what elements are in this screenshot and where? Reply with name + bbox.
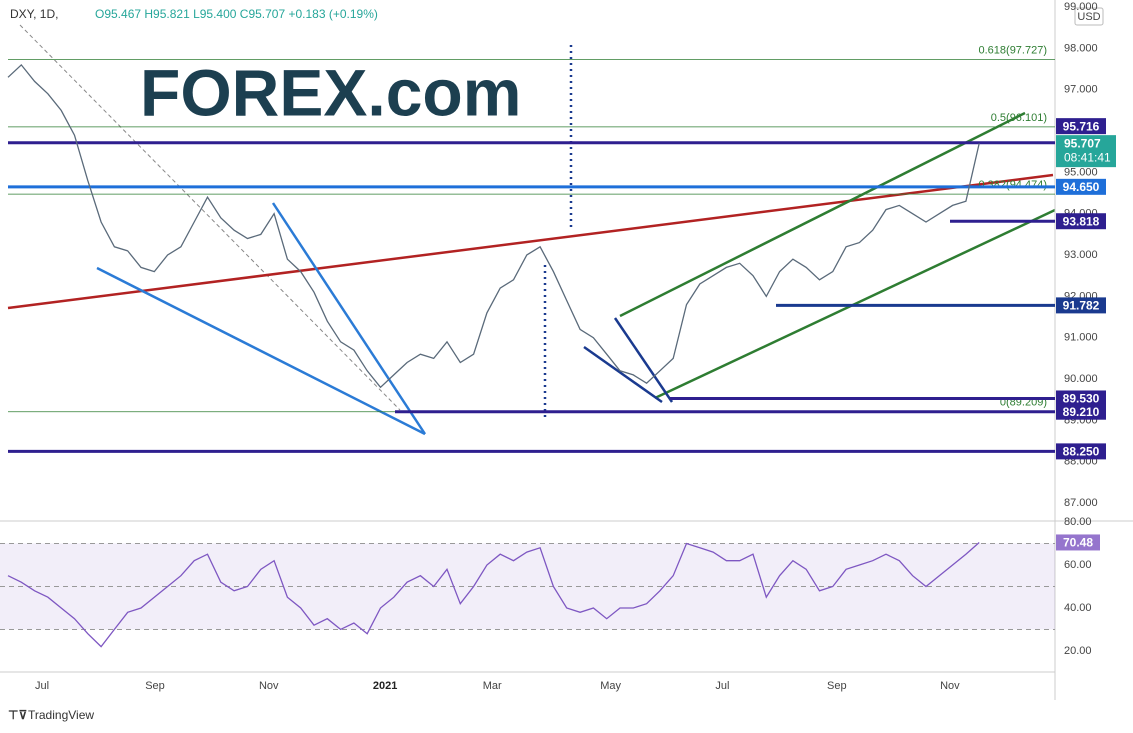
level-label: 95.716: [1063, 119, 1100, 133]
level-box: [1056, 118, 1106, 135]
drawings: [0, 0, 1133, 700]
fib-label: 0.382(94.474): [979, 179, 1048, 191]
y-tick-label: 40.00: [1064, 602, 1092, 614]
x-tick-label: 2021: [373, 680, 397, 692]
level-label: 94.650: [1063, 180, 1100, 194]
level-label: 93.818: [1063, 214, 1100, 228]
wedge-line: [96, 266, 426, 436]
level-box: [1056, 178, 1106, 195]
x-tick-label: Jul: [35, 680, 49, 692]
currency[interactable]: USD: [1077, 11, 1100, 23]
currency-box[interactable]: [1074, 7, 1104, 26]
countdown: 08:41:41: [1064, 150, 1111, 164]
rsi-band: [0, 543, 1055, 630]
wedge-line: [613, 317, 674, 403]
y-tick-label: 87.000: [1064, 497, 1098, 509]
level-box: [1056, 390, 1106, 407]
level-label: 89.530: [1063, 392, 1100, 406]
y-tick-label: 60.00: [1064, 559, 1092, 571]
footer-logo: ⊤⊽: [8, 708, 27, 722]
x-tick-label: Sep: [145, 680, 165, 692]
y-tick-label: 80.00: [1064, 516, 1092, 528]
level-label: 91.782: [1063, 299, 1100, 313]
y-tick-label: 99.000: [1064, 1, 1098, 13]
wedge-line: [271, 202, 427, 435]
rsi-value: 70.48: [1063, 536, 1093, 550]
trend-line: [7, 173, 1054, 310]
x-tick-label: Nov: [259, 680, 279, 692]
level-box: [1056, 403, 1106, 420]
y-tick-label: 95.000: [1064, 166, 1098, 178]
trend-line: [19, 24, 401, 411]
y-tick-label: 98.000: [1064, 42, 1098, 54]
level-box: [1056, 443, 1106, 460]
x-tick-label: Jul: [715, 680, 729, 692]
level-box: [1056, 213, 1106, 230]
rsi-value-box: [1056, 534, 1100, 551]
level-label: 89.210: [1063, 405, 1100, 419]
x-tick-label: May: [600, 680, 621, 692]
last-price-box: [1056, 135, 1116, 168]
y-tick-label: 97.000: [1064, 84, 1098, 96]
y-tick-label: 91.000: [1064, 332, 1098, 344]
fib-label: 0.618(97.727): [979, 45, 1048, 57]
series-line: [7, 542, 980, 648]
level-label: 88.250: [1063, 445, 1100, 459]
symbol-title: DXY, 1D,: [10, 7, 58, 21]
watermark: FOREX.com: [140, 55, 521, 129]
series-line: [7, 63, 980, 389]
fib-label: 0.5(96.101): [991, 112, 1047, 124]
y-tick-label: 90.000: [1064, 373, 1098, 385]
wedge-line: [583, 345, 663, 404]
last-price: 95.707: [1064, 136, 1101, 150]
ohlc: O95.467 H95.821 L95.400 C95.707 +0.183 (…: [95, 7, 378, 21]
x-tick-label: Mar: [483, 680, 502, 692]
x-tick-label: Sep: [827, 680, 847, 692]
x-tick-label: Nov: [940, 680, 960, 692]
level-box: [1056, 297, 1106, 314]
footer: TradingView: [28, 708, 94, 722]
y-tick-label: 20.00: [1064, 645, 1092, 657]
channel-line: [619, 111, 1026, 318]
y-tick-label: 93.000: [1064, 249, 1098, 261]
